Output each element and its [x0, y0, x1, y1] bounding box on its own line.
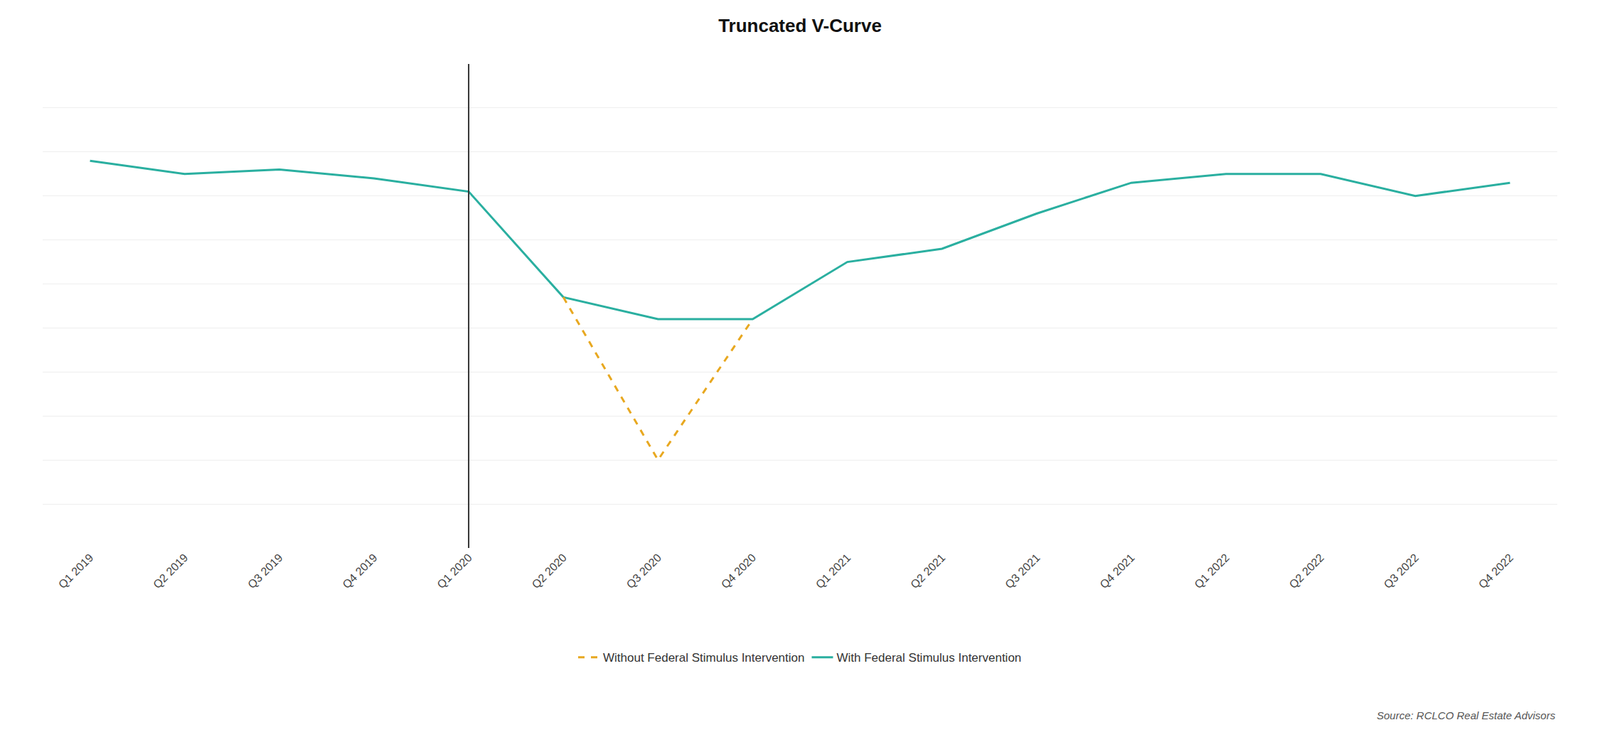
- svg-text:Q1 2022: Q1 2022: [1191, 551, 1231, 591]
- svg-text:Q3 2020: Q3 2020: [624, 551, 664, 591]
- svg-text:Q1 2019: Q1 2019: [56, 551, 96, 591]
- svg-text:Truncated V-Curve: Truncated V-Curve: [718, 14, 882, 37]
- svg-text:Q1 2021: Q1 2021: [813, 551, 853, 591]
- svg-text:Q2 2019: Q2 2019: [150, 551, 190, 591]
- svg-text:Without Federal Stimulus Inter: Without Federal Stimulus Intervention: [603, 651, 805, 665]
- svg-text:Q3 2021: Q3 2021: [1002, 551, 1042, 591]
- svg-text:With Federal Stimulus Interven: With Federal Stimulus Intervention: [836, 651, 1022, 665]
- svg-text:Q2 2020: Q2 2020: [529, 551, 569, 591]
- svg-text:Q4 2021: Q4 2021: [1097, 551, 1137, 591]
- svg-text:Source: RCLCO Real Estate Advi: Source: RCLCO Real Estate Advisors: [1376, 709, 1556, 722]
- svg-text:Q2 2021: Q2 2021: [908, 551, 948, 591]
- svg-text:Q2 2022: Q2 2022: [1287, 551, 1327, 591]
- svg-text:Q3 2019: Q3 2019: [245, 551, 285, 591]
- svg-text:Q4 2020: Q4 2020: [718, 551, 759, 591]
- svg-text:Q4 2022: Q4 2022: [1476, 551, 1516, 591]
- svg-text:Q1 2020: Q1 2020: [434, 551, 474, 591]
- svg-text:Q3 2022: Q3 2022: [1381, 551, 1421, 591]
- svg-text:Q4 2019: Q4 2019: [339, 551, 380, 591]
